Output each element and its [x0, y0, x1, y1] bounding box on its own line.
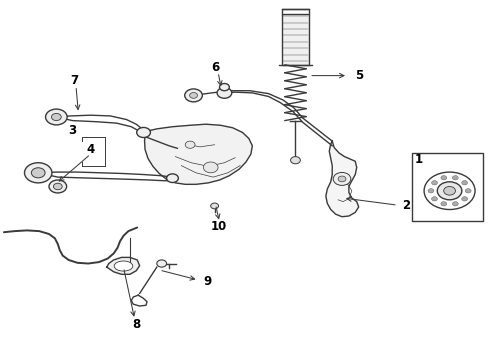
Circle shape — [46, 109, 67, 125]
Text: 8: 8 — [132, 318, 140, 330]
Text: 7: 7 — [71, 75, 78, 87]
Circle shape — [217, 87, 232, 98]
Circle shape — [441, 176, 447, 180]
Circle shape — [441, 202, 447, 206]
Circle shape — [31, 168, 45, 178]
Circle shape — [51, 113, 61, 121]
Circle shape — [462, 197, 467, 201]
Circle shape — [432, 197, 438, 201]
Circle shape — [167, 174, 178, 183]
Text: 10: 10 — [211, 220, 227, 233]
Text: 5: 5 — [355, 69, 364, 82]
Polygon shape — [107, 257, 140, 274]
Circle shape — [338, 176, 346, 182]
Circle shape — [185, 141, 195, 148]
Circle shape — [24, 163, 52, 183]
Circle shape — [333, 172, 351, 185]
Circle shape — [291, 157, 300, 164]
Circle shape — [437, 182, 462, 200]
Circle shape — [137, 127, 150, 138]
Polygon shape — [145, 124, 252, 184]
Text: 6: 6 — [212, 61, 220, 74]
Circle shape — [424, 172, 475, 210]
Circle shape — [49, 180, 67, 193]
Circle shape — [211, 203, 219, 209]
Circle shape — [466, 189, 471, 193]
Circle shape — [157, 260, 167, 267]
Circle shape — [185, 89, 202, 102]
Circle shape — [452, 202, 458, 206]
Circle shape — [432, 181, 438, 185]
Text: 4: 4 — [87, 143, 95, 156]
Text: 2: 2 — [402, 199, 410, 212]
Circle shape — [452, 176, 458, 180]
Polygon shape — [326, 141, 359, 217]
Bar — [412, 153, 483, 221]
Circle shape — [444, 186, 456, 195]
Text: 1: 1 — [415, 153, 423, 166]
Text: 3: 3 — [69, 124, 76, 137]
Ellipse shape — [114, 261, 133, 271]
Circle shape — [462, 181, 467, 185]
Circle shape — [428, 189, 434, 193]
Text: 9: 9 — [203, 275, 212, 288]
Circle shape — [203, 162, 218, 173]
Bar — [282, 14, 309, 65]
Circle shape — [53, 183, 62, 190]
Circle shape — [220, 84, 229, 91]
Circle shape — [190, 93, 197, 98]
